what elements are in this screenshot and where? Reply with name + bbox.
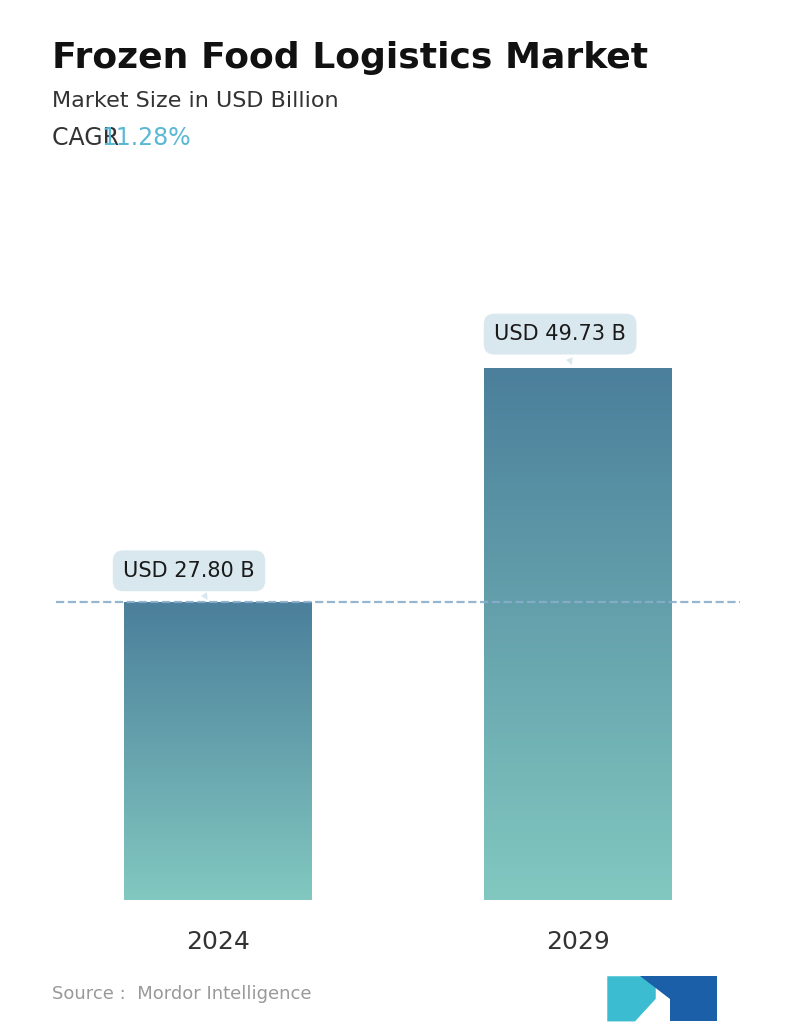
Polygon shape [640,976,717,1022]
Text: 2029: 2029 [546,930,610,953]
Text: Market Size in USD Billion: Market Size in USD Billion [52,91,338,111]
Text: Source :  Mordor Intelligence: Source : Mordor Intelligence [52,985,311,1003]
Text: 2024: 2024 [186,930,250,953]
Text: CAGR: CAGR [52,126,134,150]
Text: 11.28%: 11.28% [102,126,192,150]
Polygon shape [607,976,656,1022]
Text: USD 49.73 B: USD 49.73 B [494,324,626,365]
Text: Frozen Food Logistics Market: Frozen Food Logistics Market [52,41,648,75]
Text: USD 27.80 B: USD 27.80 B [123,560,255,600]
